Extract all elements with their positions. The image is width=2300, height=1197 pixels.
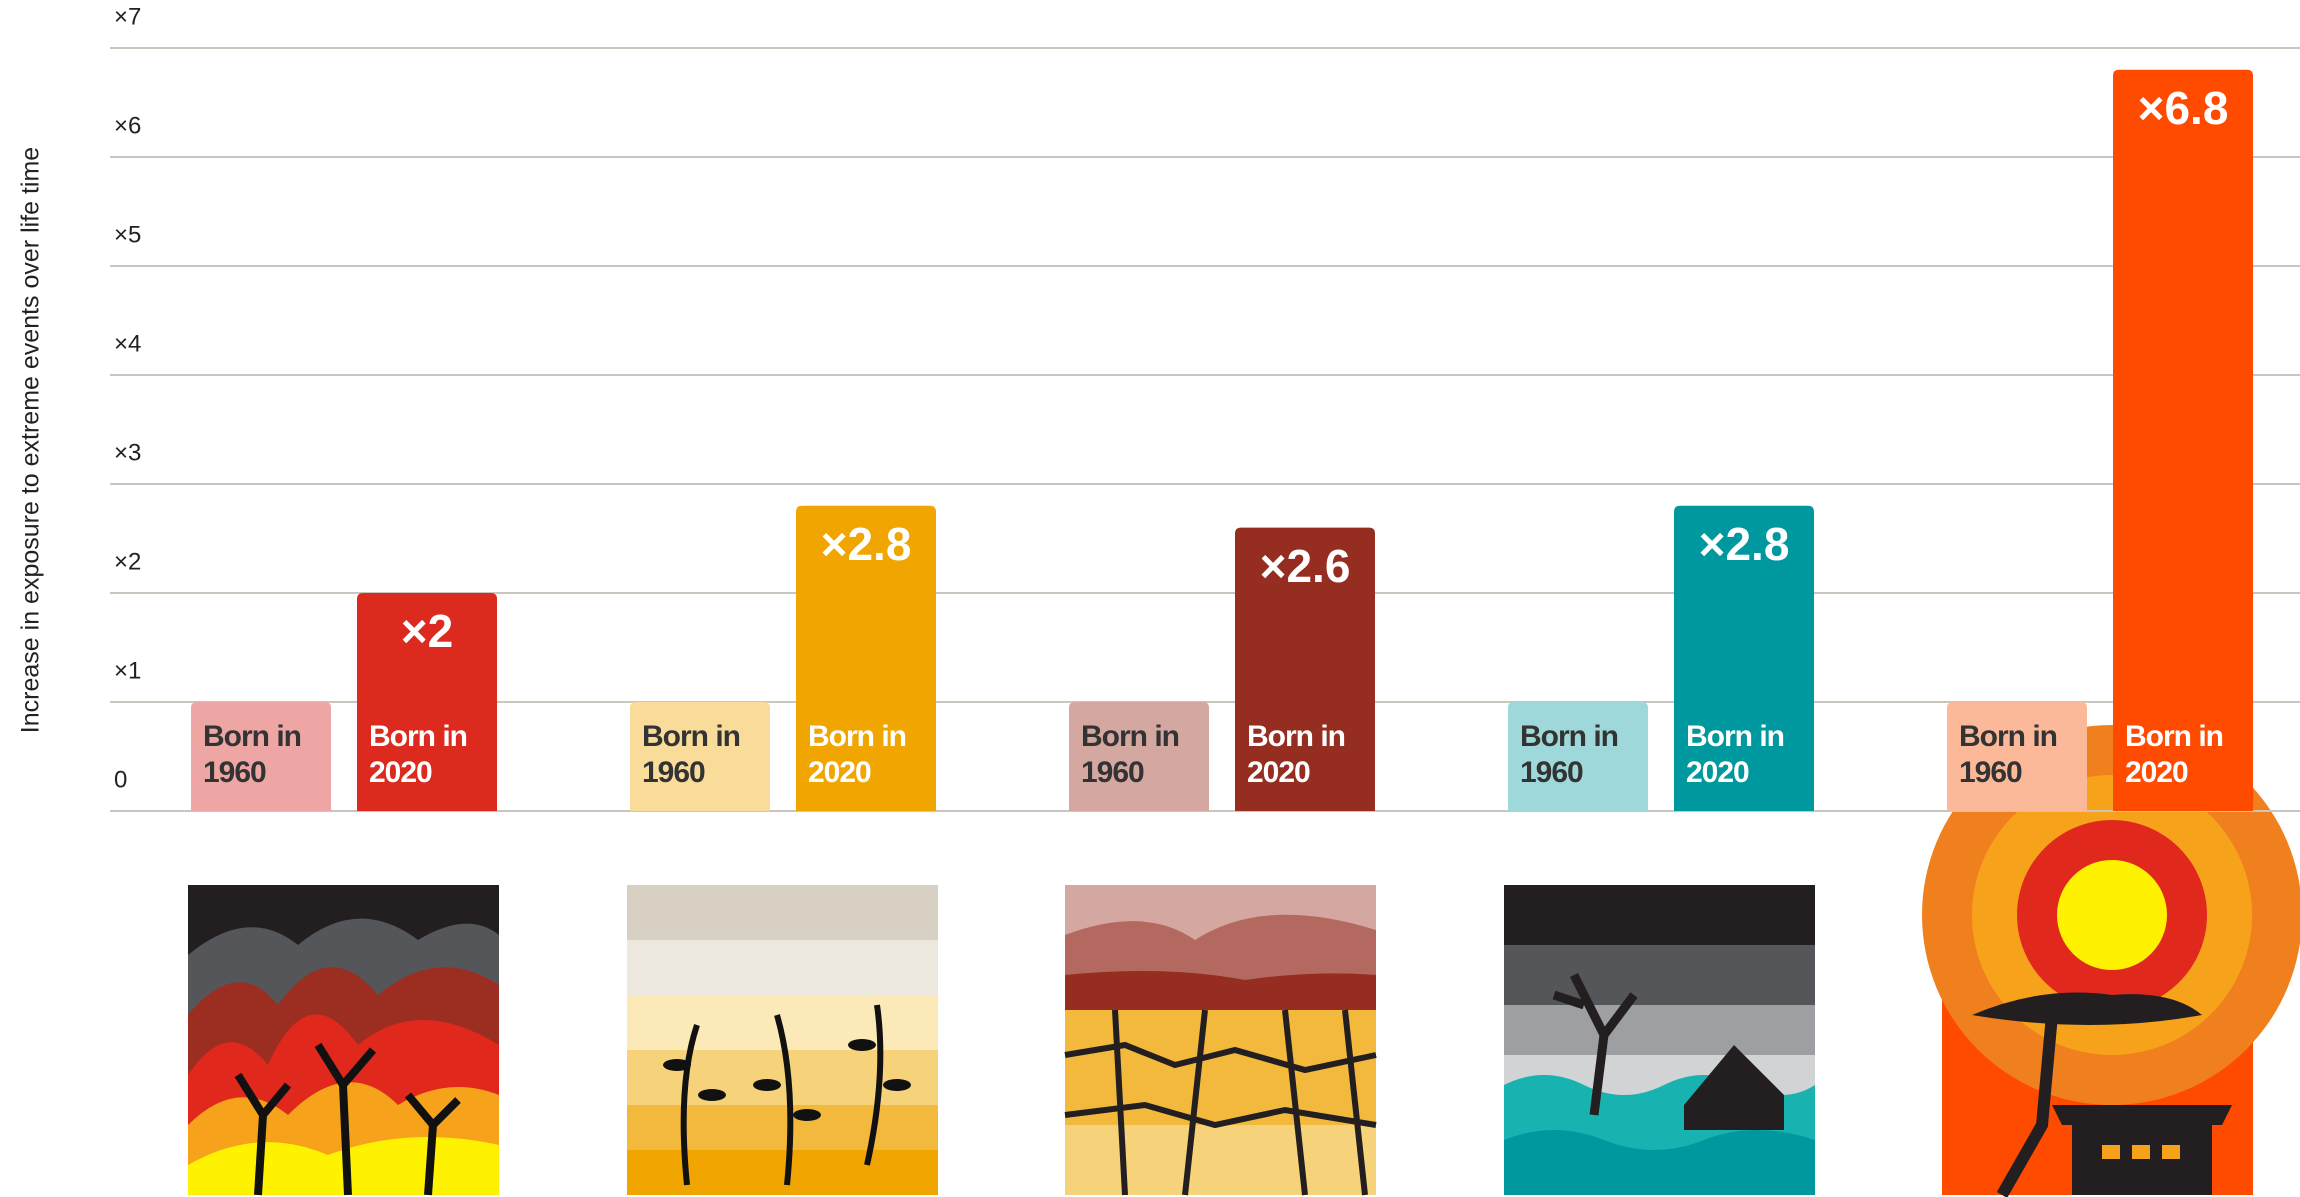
y-tick-label: ×5 <box>114 221 141 248</box>
bar-label-box: Born in 2020 <box>808 719 932 809</box>
y-tick-label: 0 <box>114 766 127 793</box>
y-tick-label: ×7 <box>114 3 141 30</box>
bar-label-box: Born in 2020 <box>1686 719 1810 809</box>
bar-label-box: Born in 1960 <box>1081 719 1205 809</box>
bar-label: Born in 1960 <box>642 719 766 791</box>
bar-label-box: Born in 1960 <box>203 719 327 809</box>
value-label: ×2 <box>401 605 453 657</box>
bar-label: Born in 2020 <box>1686 719 1810 791</box>
bar-label-box: Born in 1960 <box>642 719 766 809</box>
y-tick-label: ×6 <box>114 112 141 139</box>
bar-label: Born in 2020 <box>808 719 932 791</box>
y-tick-label: ×4 <box>114 330 141 357</box>
value-label: ×6.8 <box>2138 82 2229 134</box>
drought-icon <box>1065 885 1376 1195</box>
bar-label-box: Born in 2020 <box>369 719 493 809</box>
value-label: ×2.6 <box>1260 540 1351 592</box>
y-tick-label: ×3 <box>114 439 141 466</box>
bar-label-box: Born in 1960 <box>1520 719 1644 809</box>
bar-label: Born in 2020 <box>2125 719 2249 791</box>
crop-failure-icon <box>627 885 938 1195</box>
bar-label-box: Born in 2020 <box>2125 719 2249 809</box>
value-label: ×2.8 <box>821 518 912 570</box>
y-tick-label: ×2 <box>114 548 141 575</box>
wildfire-icon <box>188 885 499 1195</box>
value-label: ×2.8 <box>1699 518 1790 570</box>
bar-label: Born in 1960 <box>1959 719 2083 791</box>
flood-icon <box>1504 885 1815 1195</box>
bar-label: Born in 1960 <box>1081 719 1205 791</box>
y-tick-label: ×1 <box>114 657 141 684</box>
bar-label: Born in 1960 <box>203 719 327 791</box>
bar-label: Born in 2020 <box>369 719 493 791</box>
bar <box>2113 70 2253 811</box>
page: Increase in exposure to extreme events o… <box>0 0 2300 1197</box>
chart: Increase in exposure to extreme events o… <box>0 0 2300 1197</box>
y-axis-title: Increase in exposure to extreme events o… <box>17 147 45 733</box>
bar-label: Born in 2020 <box>1247 719 1371 791</box>
bar-label-box: Born in 1960 <box>1959 719 2083 809</box>
bar-label: Born in 1960 <box>1520 719 1644 791</box>
bar-label-box: Born in 2020 <box>1247 719 1371 809</box>
